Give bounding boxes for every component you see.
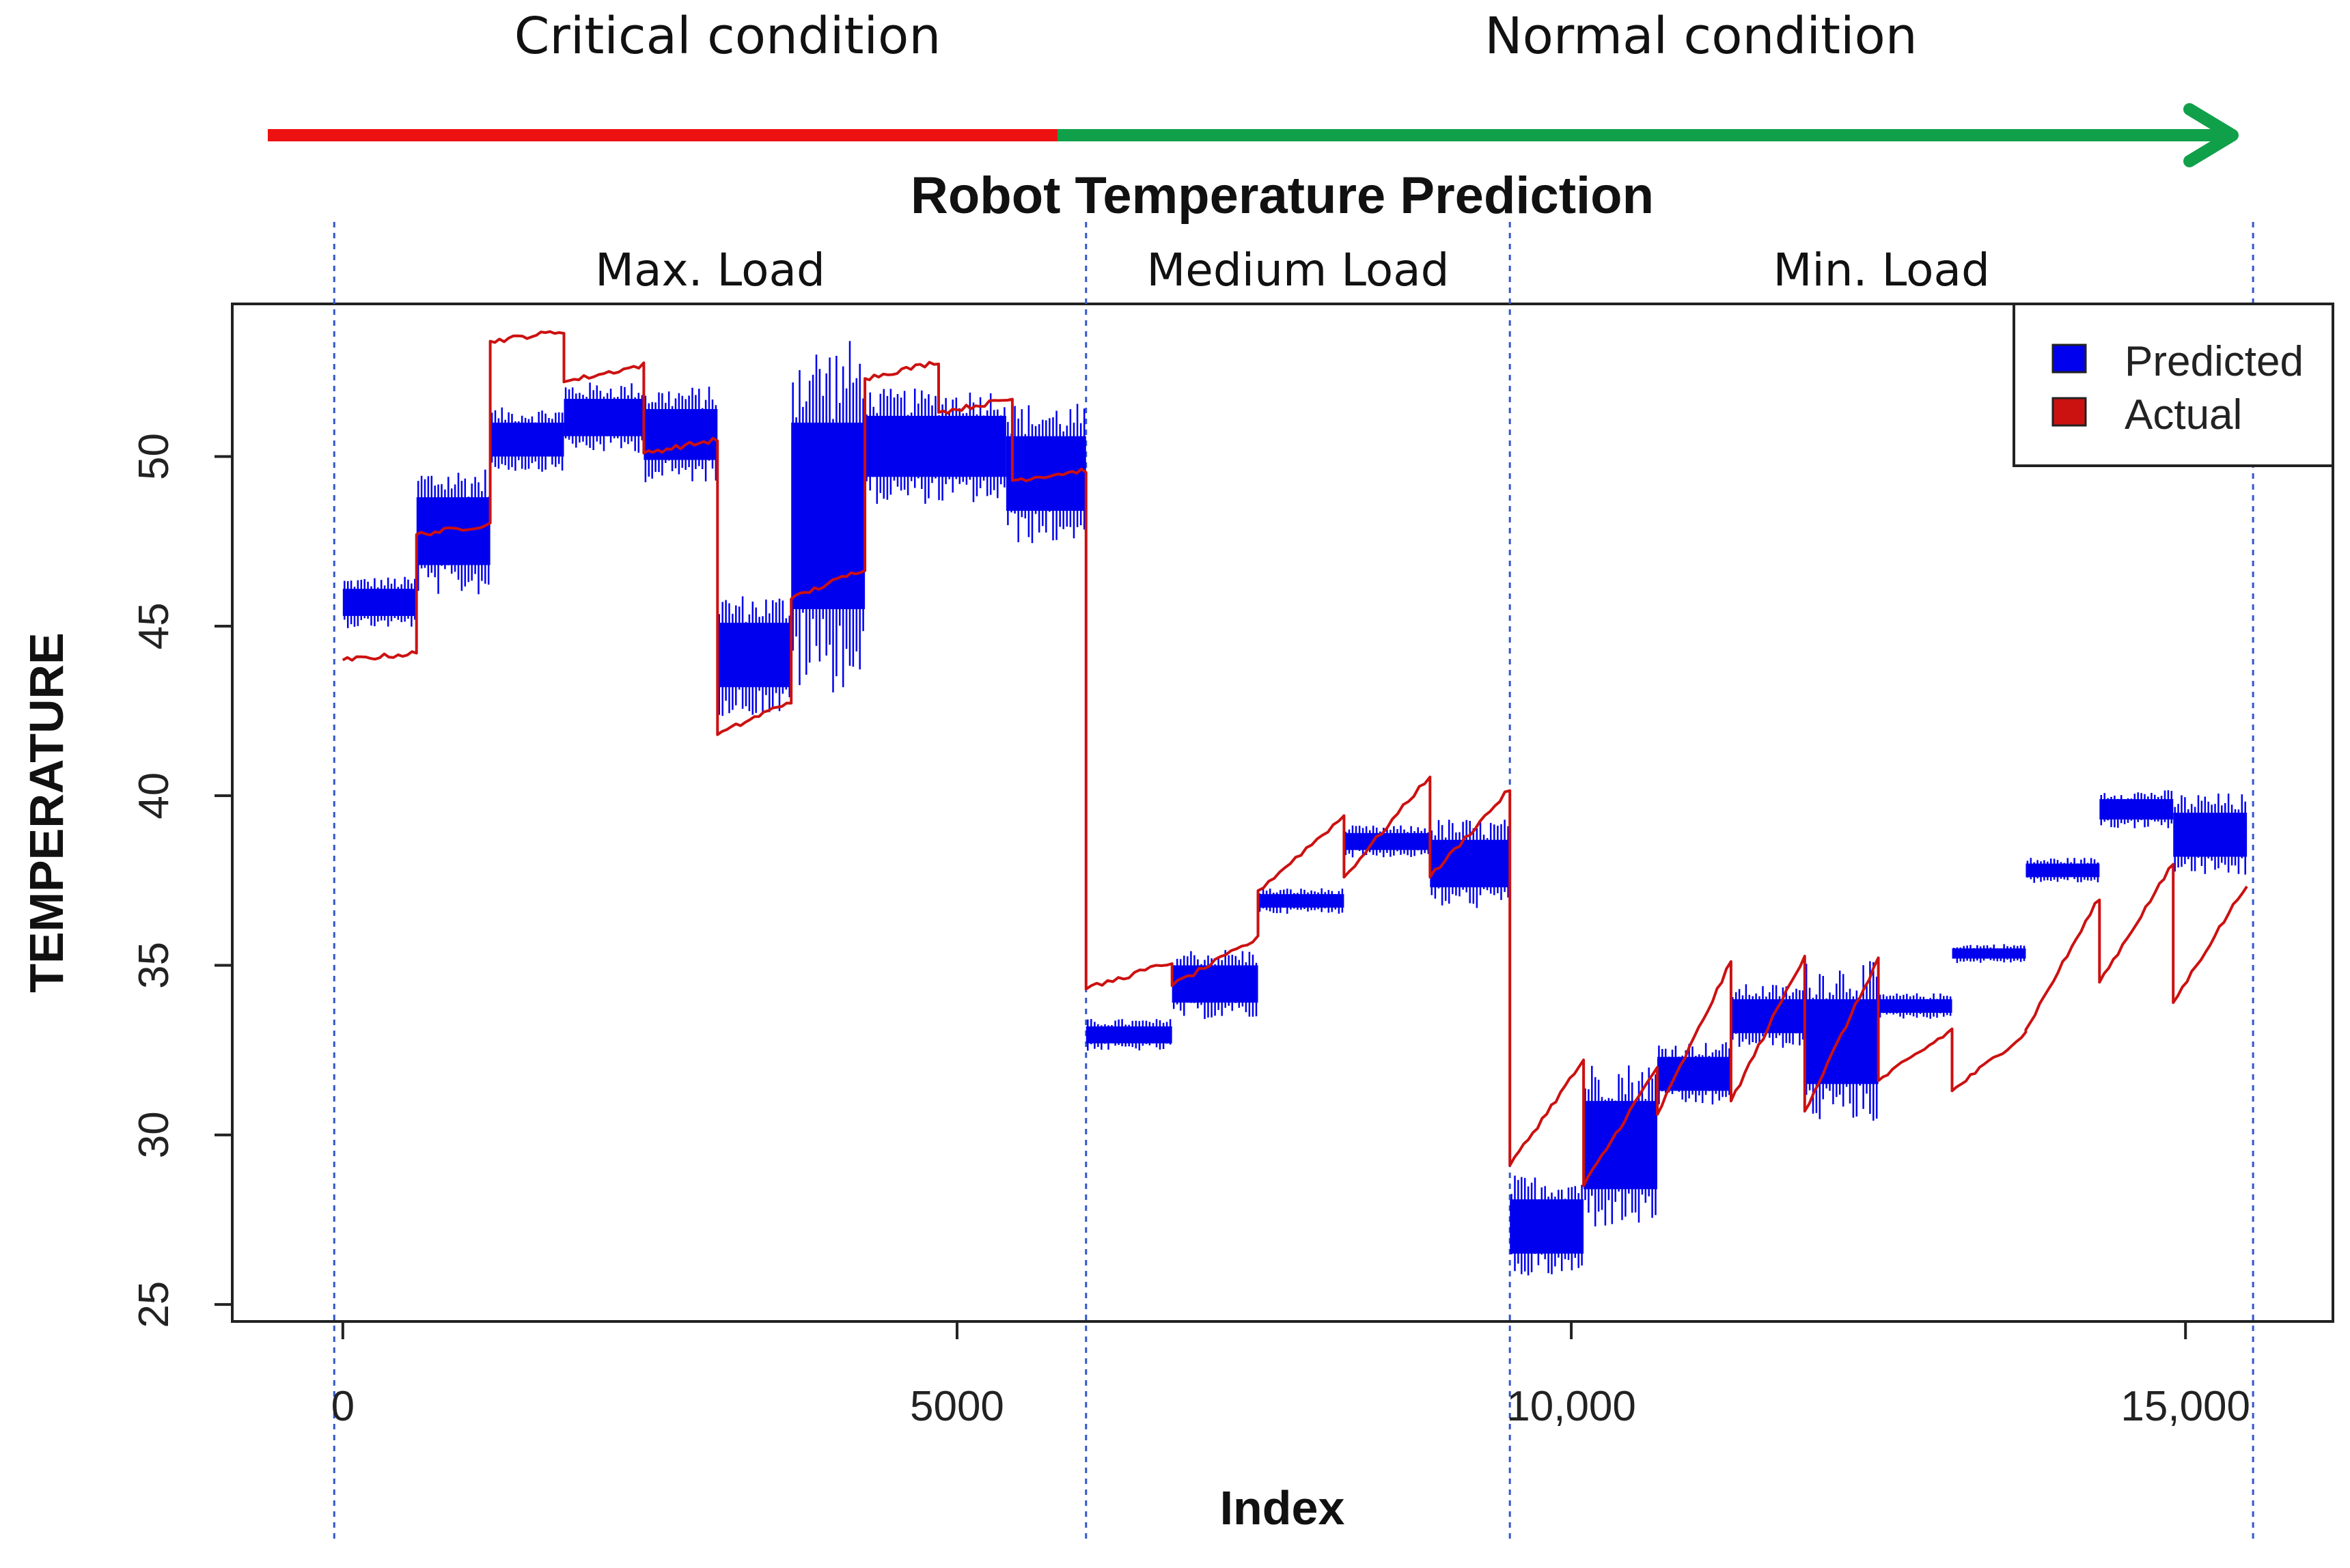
predicted-noise bbox=[1952, 944, 2026, 964]
predicted-noise bbox=[417, 469, 490, 595]
legend-label-predicted: Predicted bbox=[2125, 338, 2304, 385]
legend-label-actual: Actual bbox=[2125, 391, 2242, 438]
predicted-noise bbox=[344, 576, 416, 628]
predicted-noise bbox=[1087, 1019, 1172, 1051]
predicted-noise bbox=[1258, 888, 1344, 914]
actual-line bbox=[342, 330, 2248, 1188]
predicted-noise bbox=[2026, 858, 2099, 883]
condition-header: Critical condition Normal condition bbox=[268, 7, 2239, 167]
predicted-noise bbox=[1510, 1175, 1583, 1276]
x-tick-label: 0 bbox=[331, 1383, 355, 1430]
predicted-noise bbox=[1584, 1065, 1657, 1227]
predicted-noise bbox=[792, 341, 864, 692]
series-layer bbox=[342, 330, 2248, 1276]
series-predicted bbox=[342, 341, 2248, 1276]
predicted-noise bbox=[866, 389, 1006, 504]
x-tick-label: 5000 bbox=[910, 1383, 1004, 1430]
region-label: Medium Load bbox=[1146, 244, 1449, 296]
chart-title: Robot Temperature Prediction bbox=[911, 167, 1654, 225]
predicted-noise bbox=[564, 382, 644, 453]
x-axis-label: Index bbox=[1220, 1481, 1345, 1535]
critical-condition-label: Critical condition bbox=[514, 7, 941, 66]
legend: Predicted Actual bbox=[2013, 303, 2334, 467]
y-tick-label: 45 bbox=[130, 602, 178, 649]
y-tick-label: 40 bbox=[130, 772, 178, 820]
predicted-noise bbox=[2174, 794, 2246, 875]
series-actual bbox=[342, 330, 2248, 1188]
normal-condition-label: Normal condition bbox=[1484, 7, 1917, 66]
y-axis-label: TEMPERATURE bbox=[20, 632, 73, 993]
predicted-noise bbox=[1430, 820, 1509, 908]
predicted-noise bbox=[2100, 790, 2173, 828]
predicted-noise bbox=[644, 387, 717, 483]
predicted-noise bbox=[490, 407, 564, 472]
arrow-head-icon bbox=[2183, 103, 2239, 167]
region-label: Min. Load bbox=[1773, 244, 1989, 296]
predicted-noise bbox=[1879, 993, 1952, 1019]
region-label: Max. Load bbox=[595, 244, 825, 296]
y-tick-label: 30 bbox=[130, 1111, 178, 1158]
predicted-noise bbox=[1658, 1042, 1730, 1105]
y-axis: 25 30 35 40 45 50 bbox=[130, 433, 234, 1328]
y-tick-label: 25 bbox=[130, 1281, 178, 1328]
y-tick-label: 50 bbox=[130, 433, 178, 480]
legend-swatch-actual bbox=[2051, 397, 2087, 427]
y-tick-label: 35 bbox=[130, 942, 178, 989]
predicted-noise bbox=[718, 596, 790, 716]
predicted-noise bbox=[1805, 961, 1878, 1121]
x-tick-label: 10,000 bbox=[1506, 1383, 1636, 1430]
x-axis: 0 5000 10,000 15,000 bbox=[331, 1320, 2250, 1430]
x-tick-label: 15,000 bbox=[2120, 1383, 2250, 1430]
legend-swatch-predicted bbox=[2051, 344, 2087, 374]
legend-box bbox=[2013, 303, 2334, 467]
